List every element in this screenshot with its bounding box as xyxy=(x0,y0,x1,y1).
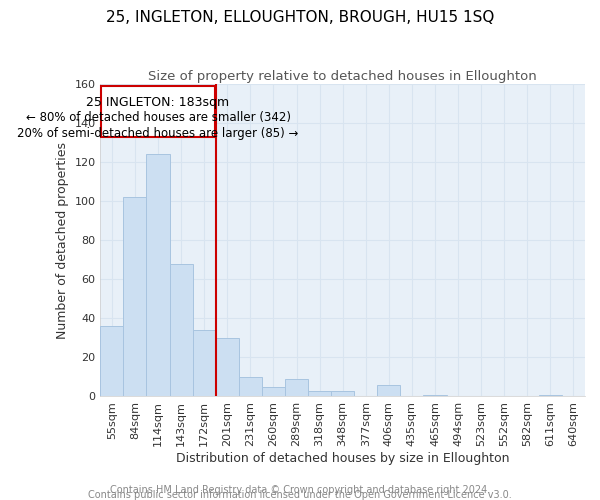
Bar xyxy=(331,390,354,396)
Bar xyxy=(424,394,446,396)
Bar xyxy=(262,386,285,396)
Text: 25 INGLETON: 183sqm: 25 INGLETON: 183sqm xyxy=(86,96,230,109)
Bar xyxy=(193,330,216,396)
Y-axis label: Number of detached properties: Number of detached properties xyxy=(56,142,69,339)
Bar xyxy=(285,379,308,396)
Bar xyxy=(170,264,193,396)
Title: Size of property relative to detached houses in Elloughton: Size of property relative to detached ho… xyxy=(148,70,537,83)
Text: Contains HM Land Registry data © Crown copyright and database right 2024.: Contains HM Land Registry data © Crown c… xyxy=(110,485,490,495)
Bar xyxy=(100,326,124,396)
FancyBboxPatch shape xyxy=(101,86,215,137)
Text: Contains public sector information licensed under the Open Government Licence v3: Contains public sector information licen… xyxy=(88,490,512,500)
Text: 25, INGLETON, ELLOUGHTON, BROUGH, HU15 1SQ: 25, INGLETON, ELLOUGHTON, BROUGH, HU15 1… xyxy=(106,10,494,25)
Bar xyxy=(146,154,170,396)
Bar xyxy=(308,390,331,396)
Bar xyxy=(539,394,562,396)
Text: 20% of semi-detached houses are larger (85) →: 20% of semi-detached houses are larger (… xyxy=(17,127,299,140)
Bar xyxy=(216,338,239,396)
Bar xyxy=(124,198,146,396)
X-axis label: Distribution of detached houses by size in Elloughton: Distribution of detached houses by size … xyxy=(176,452,509,465)
Bar xyxy=(377,384,400,396)
Text: ← 80% of detached houses are smaller (342): ← 80% of detached houses are smaller (34… xyxy=(26,112,290,124)
Bar xyxy=(239,377,262,396)
